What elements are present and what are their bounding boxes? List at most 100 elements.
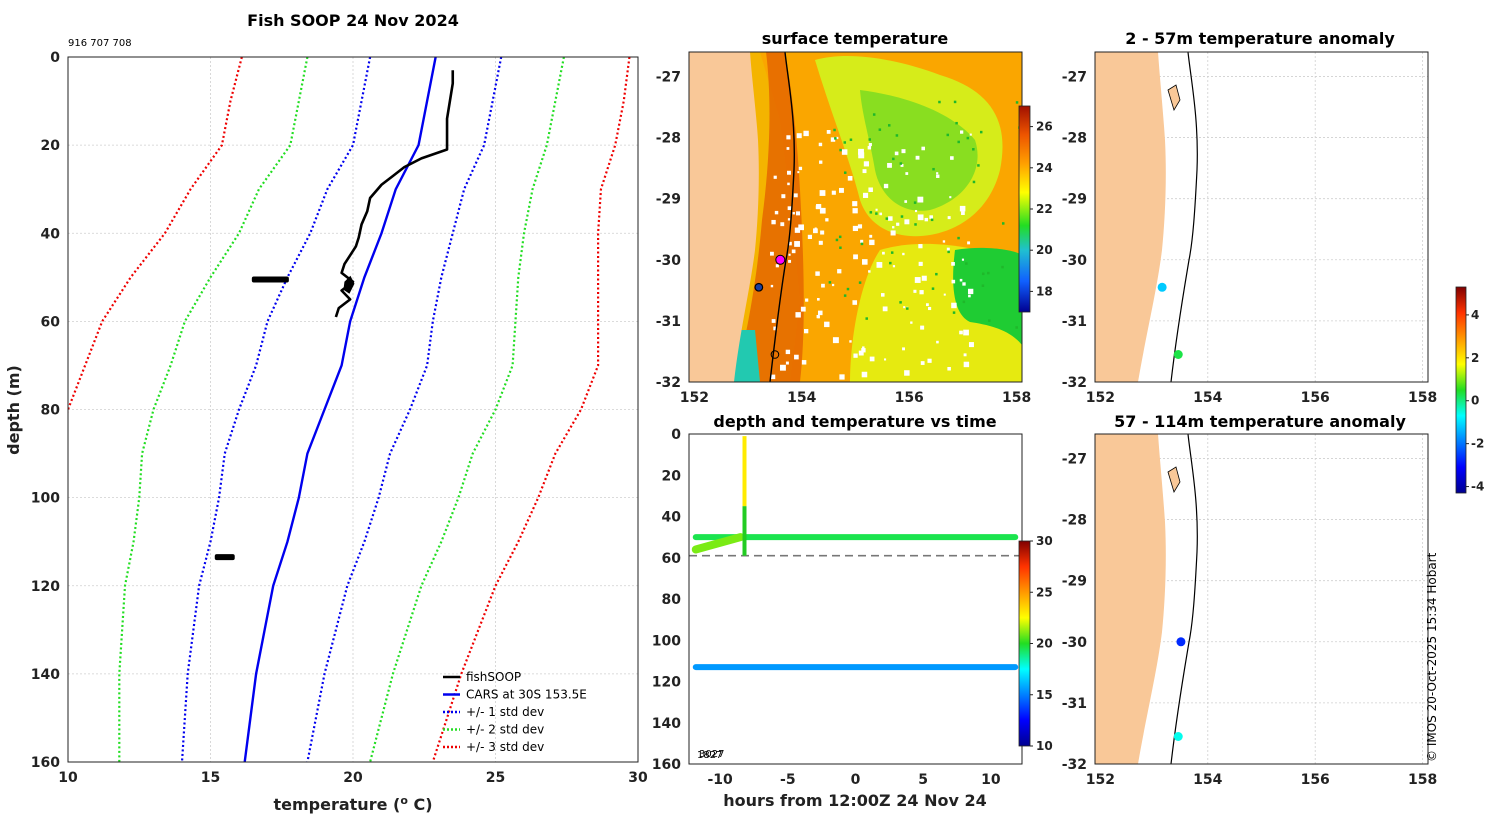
- sst-green-speck: [1001, 265, 1004, 269]
- time-x-tick: 5: [918, 772, 928, 788]
- sst-green-speck: [977, 164, 980, 167]
- sst-cloud-speck: [927, 358, 932, 363]
- sst-cloud-speck: [936, 340, 939, 344]
- sst-cloud-speck: [831, 283, 835, 287]
- map-x-tick: 152: [680, 390, 709, 406]
- sst-cloud-speck: [875, 208, 878, 211]
- sst-green-speck: [899, 301, 902, 304]
- time-y-tick: 20: [662, 468, 682, 484]
- sst-cloud-speck: [852, 300, 858, 305]
- watermark: © IMOS 20-Oct-2025 15:34 Hobart: [1425, 552, 1439, 762]
- sst-cloud-speck: [961, 211, 965, 215]
- sst-green-speck: [979, 130, 983, 134]
- sst-cloud-speck: [896, 222, 900, 226]
- time-cbar-tick-label: 25: [1036, 585, 1053, 599]
- sst-cbar-tick-label: 20: [1036, 243, 1053, 257]
- anom-cbar-tick-label: -2: [1471, 437, 1484, 451]
- sst-green-speck: [966, 136, 970, 140]
- sst-cloud-speck: [914, 277, 921, 283]
- sst-cloud-speck: [787, 170, 791, 175]
- sst-cloud-speck: [918, 261, 923, 266]
- profile-std-1-minus: [180, 57, 372, 762]
- sst-cloud-speck: [852, 225, 858, 232]
- time-cbar-tick-label: 15: [1036, 688, 1053, 702]
- sst-cloud-speck: [869, 234, 873, 238]
- profile-series: [68, 57, 631, 762]
- sst-cloud-speck: [858, 350, 864, 356]
- map-y-tick: -30: [1062, 635, 1088, 651]
- sst-green-speck: [913, 201, 917, 204]
- legend-label: fishSOOP: [466, 670, 521, 684]
- profile-x-tick: 15: [201, 770, 220, 786]
- sst-green-speck: [895, 134, 899, 137]
- sst-cloud-speck: [788, 253, 791, 256]
- profile-y-tick: 40: [41, 226, 61, 242]
- legend-label: +/- 3 std dev: [466, 740, 544, 754]
- map-y-tick: -32: [1062, 757, 1087, 773]
- sst-green-speck: [955, 121, 958, 125]
- sst-green-speck: [858, 281, 862, 284]
- profile-ticks: 10 15 20 25 30 0 20 40 60 80 100 120 140 160: [31, 50, 648, 786]
- sst-cloud-speck: [831, 190, 836, 195]
- time-frame: [688, 433, 1023, 765]
- sst-cloud-speck: [884, 358, 887, 361]
- anom-cbar-tick-label: 2: [1471, 351, 1479, 365]
- sst-cloud-speck: [915, 155, 920, 160]
- sst-cloud-speck: [860, 239, 864, 243]
- map-y-tick: -29: [656, 192, 681, 208]
- time-colorbar-ticks: 10 15 20 25 30: [1030, 534, 1053, 753]
- sst-colorbar-ticks: 18 20 22 24 26: [1030, 120, 1053, 298]
- sst-cloud-speck: [901, 149, 906, 154]
- sst-cloud-speck: [775, 264, 779, 268]
- sst-cloud-speck: [902, 252, 905, 256]
- legend-label: +/- 1 std dev: [466, 705, 544, 719]
- sst-green-speck: [914, 223, 917, 226]
- sst-land: [689, 52, 759, 382]
- profile-fishsoop-blob: [251, 276, 289, 283]
- sst-cloud-speck: [853, 353, 858, 358]
- time-corner-text-2: 3027: [699, 749, 724, 760]
- sst-cloud-speck: [830, 137, 836, 142]
- sst-cloud-speck: [820, 230, 825, 235]
- sst-field: [689, 52, 1022, 382]
- sst-cloud-speck: [781, 194, 786, 199]
- sst-cloud-speck: [785, 349, 791, 355]
- time-y-tick: 80: [662, 592, 682, 608]
- sst-green-speck: [962, 300, 966, 304]
- sst-cloud-speck: [963, 353, 967, 357]
- sst-cloud-speck: [805, 298, 809, 302]
- map-y-tick: -28: [656, 131, 681, 147]
- sst-cloud-speck: [882, 251, 885, 255]
- sst-green-speck: [843, 171, 847, 174]
- sst-green-speck: [947, 250, 950, 254]
- map-x-tick: 152: [1086, 390, 1115, 406]
- time-corner-text-1: 1827: [697, 750, 722, 761]
- anom1-ticks: 152 154 156 158 -27 -28 -29 -30 -31 -32: [1062, 69, 1438, 406]
- sst-cloud-speck: [959, 205, 966, 212]
- sst-marker-current: [775, 254, 786, 265]
- sst-title: surface temperature: [762, 29, 949, 48]
- sst-cloud-speck: [797, 171, 800, 174]
- sst-cloud-speck: [921, 275, 927, 281]
- sst-cloud-speck: [868, 187, 873, 192]
- sst-cloud-speck: [959, 278, 963, 282]
- sst-green-speck: [892, 157, 895, 161]
- sst-green-speck: [885, 217, 889, 220]
- profile-y-tick: 60: [41, 314, 61, 330]
- sst-cloud-speck: [780, 364, 786, 371]
- sst-cloud-speck: [890, 230, 896, 236]
- sst-green-speck: [875, 212, 878, 215]
- time-x-tick: 0: [851, 772, 861, 788]
- sst-cloud-speck: [968, 294, 971, 298]
- sst-cloud-speck: [920, 325, 925, 330]
- map-x-tick: 158: [1002, 390, 1031, 406]
- sst-cbar-tick-label: 22: [1036, 202, 1053, 216]
- legend-label: CARS at 30S 153.5E: [466, 688, 587, 702]
- sst-cloud-speck: [917, 214, 924, 221]
- sst-cloud-speck: [839, 187, 844, 193]
- sst-cloud-speck: [794, 227, 801, 233]
- sst-cloud-speck: [804, 328, 809, 334]
- sst-marker-ring: [754, 282, 764, 292]
- sst-green-speck: [981, 284, 985, 287]
- sst-cloud-speck: [858, 152, 865, 159]
